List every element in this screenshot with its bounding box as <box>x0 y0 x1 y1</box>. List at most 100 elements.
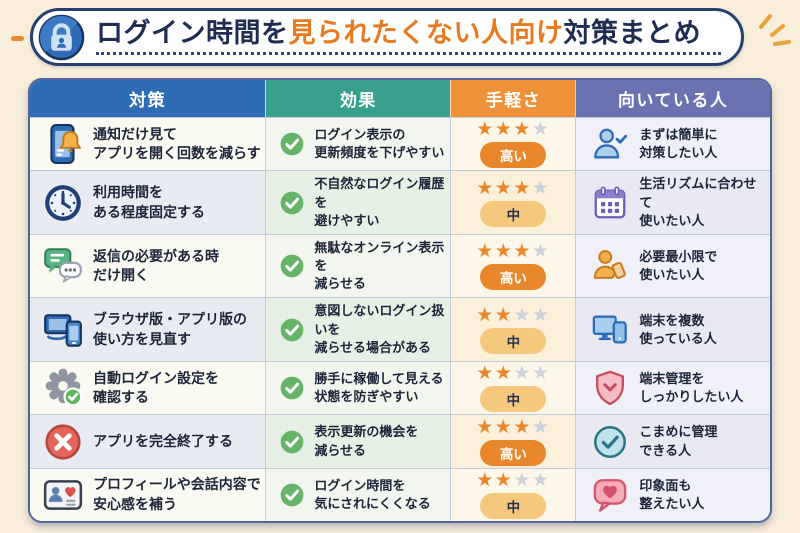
star-icon: ★ <box>494 469 514 491</box>
effect-cell: 意図しないログイン扱いを 減らせる場合がある <box>265 298 451 362</box>
star-icon: ★ <box>494 363 514 385</box>
suited-text: 端末を複数 使っている人 <box>639 312 717 346</box>
star-icon: ★ <box>531 304 551 326</box>
star-rating: ★★★★ <box>476 242 550 261</box>
effect-text: ログイン表示の 更新頻度を下げやすい <box>314 126 445 161</box>
star-icon: ★ <box>531 416 551 438</box>
ease-cell: ★★★★ 高い <box>450 234 576 298</box>
suited-text: 印象面も 整えたい人 <box>639 477 705 511</box>
x-circle-icon <box>42 421 84 463</box>
effect-cell: ログイン表示の 更新頻度を下げやすい <box>265 118 451 171</box>
title-prefix: ログイン時間を <box>96 18 289 49</box>
effect-cell: 不自然なログイン履歴を 避けやすい <box>265 171 451 234</box>
check-circle-green-icon <box>279 190 305 216</box>
check-circle-green-icon <box>279 131 305 157</box>
column-header-suited: 向いている人 <box>575 80 770 117</box>
table-row: プロフィールや会話内容で 安心感を補う ログイン時間を 気にされにくくなる ★★★★… <box>30 467 770 521</box>
measure-text: 通知だけ見て アプリを開く回数を減らす <box>93 125 261 162</box>
suited-cell: こまめに管理 できる人 <box>575 415 770 468</box>
lock-icon <box>38 14 85 61</box>
star-rating: ★★★★ <box>476 418 550 437</box>
column-header-ease: 手軽さ <box>450 80 576 117</box>
table-row: ブラウザ版・アプリ版の 使い方を見直す 意図しないログイン扱いを 減らせる場合がある… <box>30 297 770 362</box>
star-icon: ★ <box>476 363 495 385</box>
check-circle-green-icon <box>279 375 305 401</box>
star-icon: ★ <box>513 416 532 438</box>
sparkle-icon <box>751 9 795 67</box>
measure-text: 返信の必要がある時 だけ開く <box>93 247 219 284</box>
table-header-row: 対策 効果 手軽さ 向いている人 <box>30 80 770 117</box>
column-header-effect: 効果 <box>265 80 451 117</box>
star-rating: ★★★★ <box>476 306 550 325</box>
suited-cell: 必要最小限で 使いたい人 <box>575 234 770 298</box>
ease-badge: 高い <box>480 439 547 466</box>
star-icon: ★ <box>494 304 514 326</box>
measure-text: プロフィールや会話内容で 安心感を補う <box>93 476 261 512</box>
ease-badge: 中 <box>480 327 547 354</box>
dotted-underline <box>96 51 721 55</box>
star-icon: ★ <box>476 119 495 141</box>
effect-cell: 勝手に稼働して見える 状態を防ぎやすい <box>265 362 451 415</box>
person-check-icon <box>591 125 629 163</box>
measure-cell: ブラウザ版・アプリ版の 使い方を見直す <box>30 298 266 362</box>
title-highlight: 見られたくない人向け <box>288 18 564 49</box>
dash-decoration <box>11 36 24 41</box>
phone-bell-icon <box>42 123 84 165</box>
measure-cell: 自動ログイン設定を 確認する <box>30 362 266 415</box>
star-icon: ★ <box>476 469 495 491</box>
star-icon: ★ <box>513 119 532 141</box>
star-icon: ★ <box>476 416 495 438</box>
ease-badge: 中 <box>480 492 547 519</box>
title-text-wrap: ログイン時間を見られたくない人向け対策まとめ <box>96 19 721 55</box>
effect-text: ログイン時間を 気にされにくくなる <box>314 477 431 511</box>
star-icon: ★ <box>513 304 532 326</box>
shield-check-icon <box>591 369 629 407</box>
star-rating: ★★★★ <box>476 364 550 383</box>
ease-badge: 中 <box>480 200 547 227</box>
title-suffix: 対策まとめ <box>563 18 701 49</box>
person-phone-icon <box>591 247 629 285</box>
ease-badge: 高い <box>480 142 547 169</box>
measure-cell: 利用時間を ある程度固定する <box>30 171 266 234</box>
check-circle-green-icon <box>279 317 305 343</box>
ease-badge: 高い <box>480 264 547 291</box>
suited-cell: 生活リズムに合わせて 使いたい人 <box>575 171 770 234</box>
table-body: 通知だけ見て アプリを開く回数を減らす ログイン表示の 更新頻度を下げやすい ★★★… <box>30 117 770 521</box>
table-row: 自動ログイン設定を 確認する 勝手に稼働して見える 状態を防ぎやすい ★★★★ 中 … <box>30 361 770 415</box>
measure-text: アプリを完全終了する <box>93 432 233 449</box>
suited-cell: 端末管理を しっかりしたい人 <box>575 362 770 415</box>
ease-badge: 中 <box>480 386 547 413</box>
star-icon: ★ <box>513 177 532 199</box>
effect-cell: 無駄なオンライン表示を 減らせる <box>265 234 451 298</box>
effect-text: 不自然なログイン履歴を 避けやすい <box>314 176 445 228</box>
suited-cell: 端末を複数 使っている人 <box>575 298 770 362</box>
ease-cell: ★★★★ 中 <box>450 298 576 362</box>
title-banner: ログイン時間を見られたくない人向け対策まとめ <box>0 7 800 73</box>
measure-cell: 返信の必要がある時 だけ開く <box>30 234 266 298</box>
star-rating: ★★★★ <box>476 471 550 490</box>
star-rating: ★★★★ <box>476 120 550 139</box>
clock-icon <box>42 182 84 224</box>
measure-text: 自動ログイン設定を 確認する <box>93 369 219 406</box>
comparison-table: 対策 効果 手軽さ 向いている人 通知だけ見て アプリを開く回数を減らす ログイン… <box>28 78 772 523</box>
ease-cell: ★★★★ 高い <box>450 415 576 468</box>
effect-cell: ログイン時間を 気にされにくくなる <box>265 468 451 521</box>
table-row: アプリを完全終了する 表示更新の機会を 減らせる ★★★★ 高い こまめに管理 でき… <box>30 414 770 468</box>
suited-cell: 印象面も 整えたい人 <box>575 468 770 521</box>
star-icon: ★ <box>494 177 514 199</box>
star-icon: ★ <box>531 363 551 385</box>
star-icon: ★ <box>476 304 495 326</box>
measure-cell: プロフィールや会話内容で 安心感を補う <box>30 468 266 521</box>
measure-text: 利用時間を ある程度固定する <box>93 184 205 220</box>
star-icon: ★ <box>476 241 495 263</box>
page-title: ログイン時間を見られたくない人向け対策まとめ <box>96 19 721 47</box>
star-icon: ★ <box>476 177 495 199</box>
ease-cell: ★★★★ 中 <box>450 171 576 234</box>
measure-text: ブラウザ版・アプリ版の 使い方を見直す <box>93 311 247 347</box>
ease-cell: ★★★★ 中 <box>450 362 576 415</box>
laptop-phone-icon <box>42 309 84 351</box>
effect-text: 表示更新の機会を 減らせる <box>314 424 419 458</box>
star-icon: ★ <box>531 241 551 263</box>
effect-text: 勝手に稼働して見える 状態を防ぎやすい <box>314 370 444 405</box>
table-row: 利用時間を ある程度固定する 不自然なログイン履歴を 避けやすい ★★★★ 中 生活… <box>30 170 770 234</box>
